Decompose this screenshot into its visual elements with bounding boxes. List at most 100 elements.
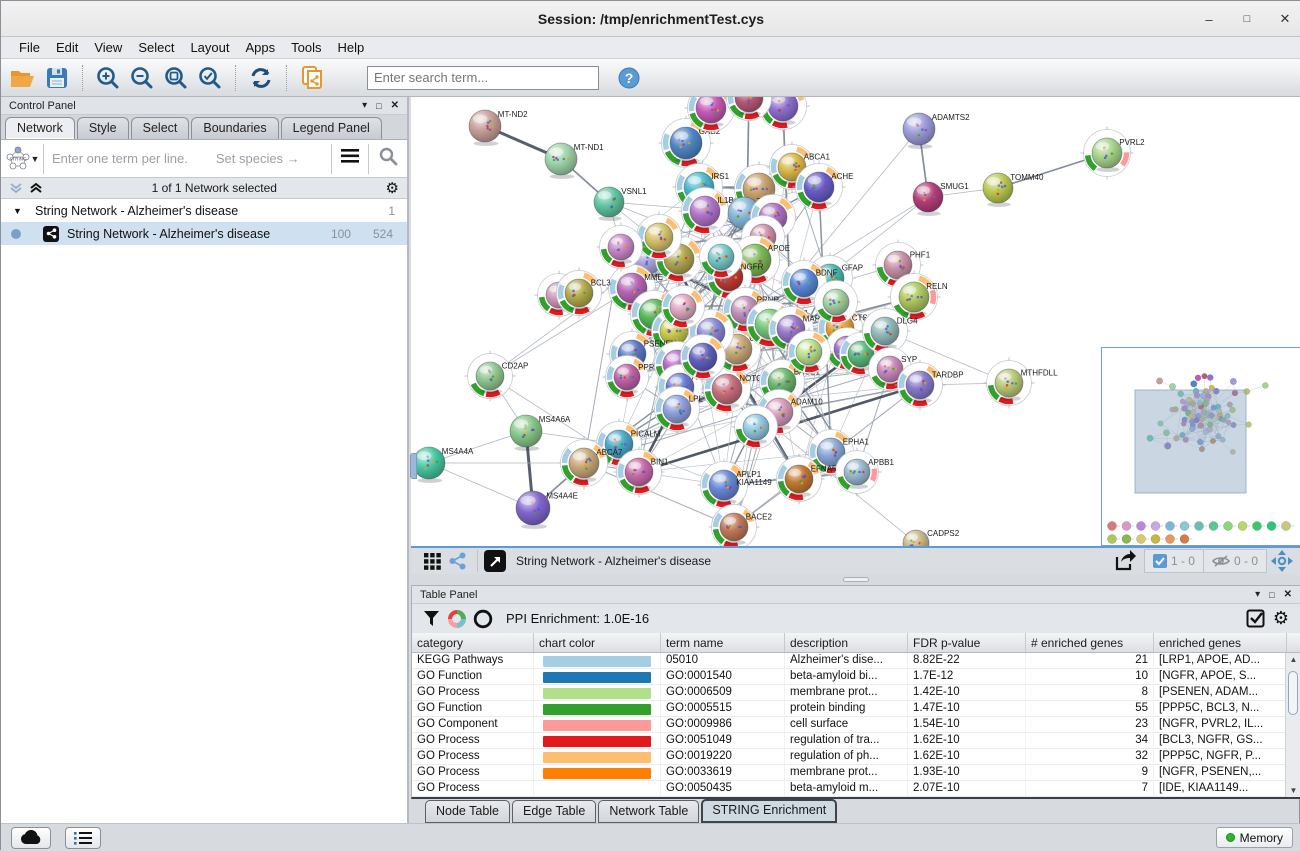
tab-node-table[interactable]: Node Table (425, 800, 510, 823)
network-collection-row[interactable]: ▼ String Network - Alzheimer's disease 1 (1, 199, 407, 222)
panel-float-icon[interactable]: □ (376, 101, 381, 111)
zoom-in-button[interactable] (94, 64, 122, 92)
network-node-tomm40[interactable]: TOMM40 (983, 173, 1044, 207)
zoom-fit-button[interactable] (162, 64, 190, 92)
grid-view-icon[interactable] (419, 550, 445, 572)
string-options-menu-icon[interactable] (332, 149, 368, 168)
network-node-bace2[interactable]: BACE2 (709, 502, 773, 547)
panel-menu-icon[interactable]: ▾ (362, 100, 367, 111)
panel-menu-icon[interactable]: ▾ (1255, 589, 1260, 600)
birds-eye-view[interactable] (1101, 347, 1300, 546)
cell: protein binding (785, 701, 908, 716)
network-node-mt-nd1[interactable]: MT-ND1 (545, 143, 604, 179)
network-node-vsnl1[interactable]: VSNL1 (594, 187, 647, 221)
network-options-gear-icon[interactable]: ⚙ (386, 179, 399, 197)
tab-boundaries[interactable]: Boundaries (191, 117, 278, 139)
toolbar-separator (235, 65, 236, 91)
navigator-icon[interactable] (1269, 550, 1295, 572)
network-node-ms4a4a[interactable]: MS4A4A (413, 447, 474, 483)
tab-style[interactable]: Style (77, 117, 129, 139)
column-header-fdr-p-value[interactable]: FDR p-value (908, 633, 1026, 652)
search-input[interactable] (367, 66, 599, 90)
panel-close-icon[interactable]: ✕ (391, 100, 399, 111)
column-header-enriched-genes[interactable]: enriched genes (1154, 633, 1287, 652)
collapse-triangle-icon[interactable]: ▼ (13, 206, 29, 216)
cell: GO:0006509 (661, 685, 785, 700)
tab-select[interactable]: Select (131, 117, 190, 139)
zoom-out-button[interactable] (128, 64, 156, 92)
svg-text:BIN1: BIN1 (651, 457, 669, 466)
network-node-pvrl2[interactable]: PVRL2 (1081, 127, 1146, 180)
panel-collapse-handle[interactable] (410, 453, 417, 479)
column-header-term-name[interactable]: term name (661, 633, 785, 652)
network-node-ms4a4e[interactable]: MS4A4E (516, 491, 578, 529)
tab-string-enrichment[interactable]: STRING Enrichment (701, 799, 837, 823)
expand-all-icon[interactable] (9, 181, 23, 195)
tab-legend-panel[interactable]: Legend Panel (281, 117, 382, 139)
table-vertical-scrollbar[interactable]: ▲ ▼ (1285, 653, 1300, 797)
string-protein-query-dropdown[interactable]: STRING ▼ (1, 146, 43, 172)
panel-float-icon[interactable]: □ (1269, 590, 1274, 600)
open-session-button[interactable] (9, 64, 37, 92)
panel-close-icon[interactable]: ✕ (1284, 589, 1292, 600)
column-header-description[interactable]: description (785, 633, 908, 652)
column-header-category[interactable]: category (412, 633, 534, 652)
string-search-icon[interactable] (369, 146, 407, 171)
zoom-selected-button[interactable] (196, 64, 224, 92)
clone-network-button[interactable] (298, 64, 326, 92)
set-species-hint[interactable]: Set species → (216, 151, 331, 166)
filter-icon[interactable] (418, 607, 444, 631)
menu-file[interactable]: File (11, 38, 48, 57)
scroll-thumb[interactable] (1288, 671, 1298, 715)
task-history-button[interactable] (65, 827, 101, 849)
column-header--enriched-genes[interactable]: # enriched genes (1026, 633, 1154, 652)
maximize-button[interactable]: □ (1239, 13, 1255, 25)
close-button[interactable]: ✕ (1277, 11, 1293, 27)
enrichment-donut-chart-icon[interactable] (444, 607, 470, 631)
table-settings-gear-icon[interactable]: ⚙ (1268, 607, 1294, 631)
collapse-all-icon[interactable] (29, 181, 43, 195)
select-rows-checkbox-icon[interactable] (1242, 607, 1268, 631)
menu-edit[interactable]: Edit (48, 38, 86, 57)
open-in-new-icon[interactable] (484, 550, 506, 572)
network-row-selected[interactable]: String Network - Alzheimer's disease 100… (1, 222, 407, 245)
refresh-icon[interactable] (247, 64, 275, 92)
horizontal-splitter[interactable] (411, 574, 1300, 585)
column-header-chart-color[interactable]: chart color (534, 633, 661, 652)
menu-select[interactable]: Select (130, 38, 182, 57)
string-share-icon[interactable] (445, 550, 471, 572)
network-node-ms4a6a[interactable]: MS4A6A (510, 415, 571, 451)
ring-chart-icon[interactable] (470, 607, 496, 631)
network-node-mthfdll[interactable]: MTHFDLL (984, 358, 1059, 409)
menu-apps[interactable]: Apps (238, 38, 284, 57)
save-session-button[interactable] (43, 64, 71, 92)
tab-network-table[interactable]: Network Table (598, 800, 699, 823)
minimize-button[interactable]: – (1201, 12, 1217, 27)
network-selection-status: 1 of 1 Network selected (43, 181, 386, 195)
network-node-smug1[interactable]: SMUG1 (913, 182, 969, 216)
network-node-adamts2[interactable]: ADAMTS2 (903, 113, 970, 149)
memory-status-button[interactable]: Memory (1216, 827, 1293, 848)
menu-help[interactable]: Help (330, 38, 373, 57)
cloud-tasks-button[interactable] (11, 827, 51, 849)
export-network-icon[interactable] (1112, 550, 1138, 572)
tab-edge-table[interactable]: Edge Table (512, 800, 596, 823)
menu-tools[interactable]: Tools (283, 38, 329, 57)
help-button[interactable]: ? (615, 64, 643, 92)
network-node-cadps2[interactable]: CADPS2 (903, 529, 960, 546)
menu-layout[interactable]: Layout (182, 38, 237, 57)
menu-view[interactable]: View (86, 38, 130, 57)
network-canvas[interactable]: MT-ND2MT-ND1VSNL1GAB2ADAMTS2PVRL2TOMM40S… (411, 97, 1300, 546)
string-query-placeholder[interactable]: Enter one term per line. (52, 151, 188, 166)
tab-network[interactable]: Network (5, 117, 75, 139)
